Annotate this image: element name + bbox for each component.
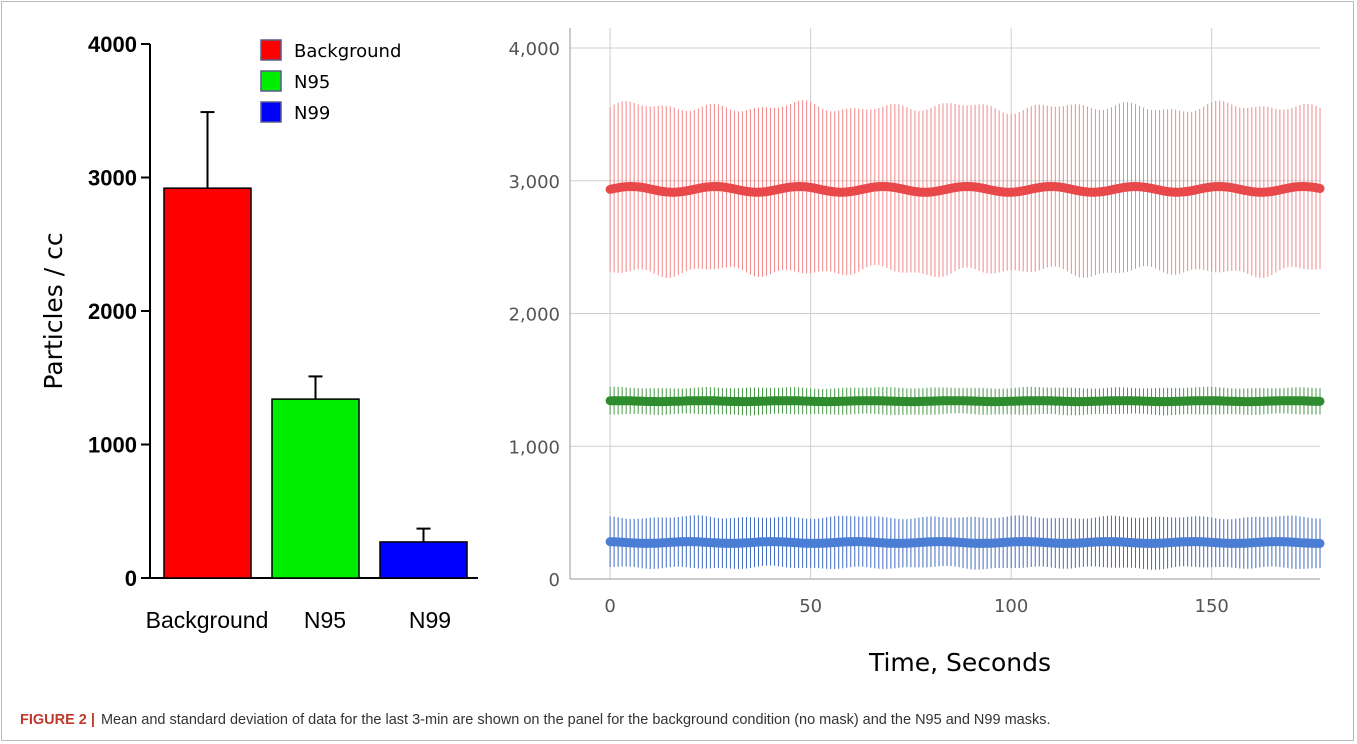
bar-n95 — [271, 398, 360, 579]
bar-background — [163, 187, 252, 579]
bar-y-tick-label: 4000 — [88, 32, 137, 57]
ts-y-tick-label: 4,000 — [508, 39, 560, 60]
bar-category-label: N95 — [304, 607, 346, 633]
ts-series-1-mean-line — [605, 182, 1325, 197]
caption-label: FIGURE 2 | — [20, 712, 95, 728]
bar-y-tick-label: 1000 — [88, 433, 137, 458]
bar-y-tick-label: 2000 — [88, 299, 137, 324]
ts-x-tick-label: 0 — [604, 596, 615, 617]
ts-x-axis-label: Time, Seconds — [868, 648, 1051, 677]
legend-swatch — [260, 70, 282, 92]
legend-swatch — [260, 39, 282, 61]
bar-y-tick-label: 0 — [125, 566, 137, 591]
bar-y-tick-label: 3000 — [88, 166, 137, 191]
legend-entry: N99 — [294, 103, 330, 124]
ts-x-tick-label: 150 — [1195, 596, 1229, 617]
ts-series-2 — [605, 386, 1325, 416]
ts-y-tick-label: 0 — [549, 570, 560, 591]
ts-series-2-mean-line — [605, 396, 1325, 407]
ts-series-1 — [605, 100, 1325, 279]
ts-y-tick-label: 3,000 — [508, 172, 560, 193]
ts-y-tick-label: 2,000 — [508, 305, 560, 326]
bar-n99 — [379, 541, 468, 579]
bar-y-axis-label: Particles / cc — [39, 232, 68, 389]
timeseries-chart: 0 1,000 2,000 3,000 4,000 0 50 100 150 Time, Seco… — [508, 28, 1325, 677]
ts-x-tick-label: 50 — [799, 596, 822, 617]
ts-y-tick-label: 1,000 — [508, 437, 560, 458]
bar-category-label: N99 — [409, 607, 451, 633]
ts-x-tick-label: 100 — [994, 596, 1028, 617]
figure-caption: FIGURE 2 | Mean and standard deviation of… — [20, 712, 1340, 728]
bar-category-label: Background — [146, 607, 269, 633]
bar-chart: 0 1000 2000 3000 4000 Particles / cc Backgroun… — [39, 32, 478, 633]
ts-series-3-mean-line — [605, 537, 1325, 548]
caption-text: Mean and standard deviation of data for … — [100, 712, 1051, 728]
legend-entry: N95 — [294, 72, 330, 93]
legend-entry: Background — [294, 41, 401, 62]
legend-swatch — [260, 101, 282, 123]
ts-series-3 — [605, 515, 1325, 570]
